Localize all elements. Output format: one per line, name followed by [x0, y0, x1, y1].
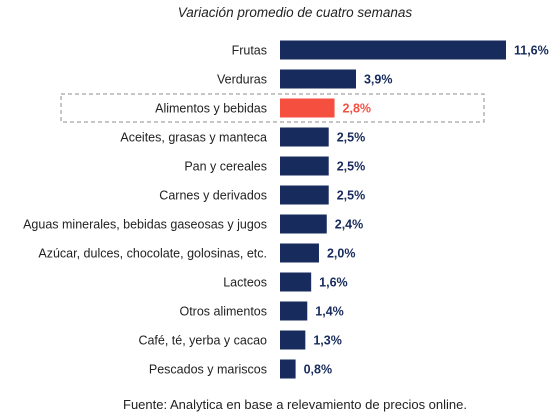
value-label: 2,8%: [343, 102, 372, 116]
bar: [280, 330, 306, 350]
value-label: 2,0%: [327, 247, 356, 261]
value-label: 2,5%: [337, 189, 366, 203]
category-label: Café, té, yerba y cacao: [138, 334, 267, 348]
highlight-box: [60, 93, 485, 123]
category-label: Carnes y derivados: [159, 189, 267, 203]
value-label: 2,4%: [335, 218, 364, 232]
value-label: 3,9%: [364, 73, 393, 87]
bar: [280, 69, 356, 89]
bar: [280, 214, 327, 234]
category-label: Otros alimentos: [179, 305, 267, 319]
bar: [280, 98, 335, 118]
category-label: Verduras: [217, 73, 267, 87]
bar: [280, 301, 308, 321]
value-label: 1,3%: [313, 334, 342, 348]
value-label: 11,6%: [514, 44, 549, 58]
bar: [280, 156, 329, 176]
bar: [280, 127, 329, 147]
value-label: 1,4%: [315, 305, 344, 319]
bar: [280, 359, 296, 379]
category-label: Aceites, grasas y manteca: [120, 131, 267, 145]
category-label: Pescados y mariscos: [149, 363, 267, 377]
value-label: 2,5%: [337, 131, 366, 145]
category-label: Pan y cereales: [184, 160, 267, 174]
category-label: Frutas: [232, 44, 267, 58]
value-label: 0,8%: [304, 363, 333, 377]
chart-title: Variación promedio de cuatro semanas: [177, 5, 413, 20]
bar: [280, 40, 506, 60]
category-label: Alimentos y bebidas: [155, 102, 267, 116]
value-label: 2,5%: [337, 160, 366, 174]
bar: [280, 272, 312, 292]
category-label: Lacteos: [223, 276, 267, 290]
source-note: Fuente: Analytica en base a relevamiento…: [123, 397, 467, 412]
bar: [280, 185, 329, 205]
value-label: 1,6%: [319, 276, 348, 290]
bar: [280, 243, 319, 263]
category-label: Aguas minerales, bebidas gaseosas y jugo…: [23, 218, 267, 232]
category-label: Azúcar, dulces, chocolate, golosinas, et…: [38, 247, 267, 261]
